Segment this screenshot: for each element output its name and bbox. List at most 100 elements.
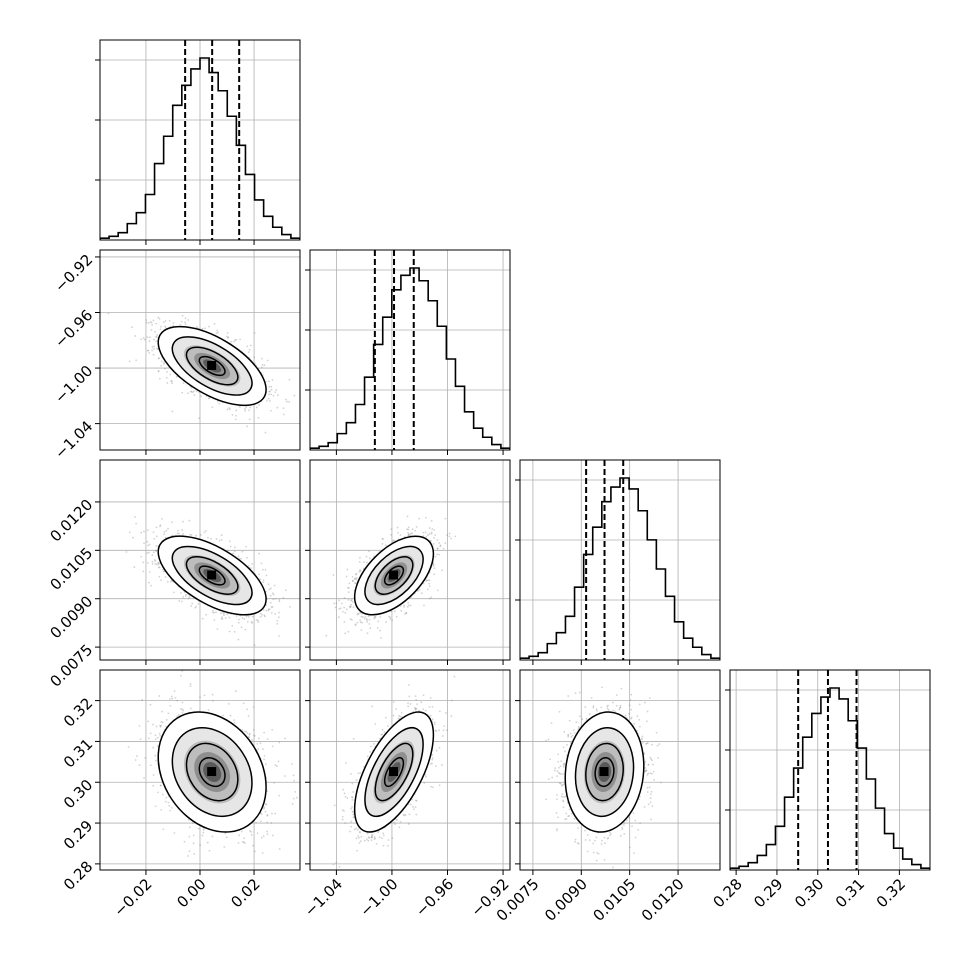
scatter-point (188, 835, 191, 838)
scatter-point (243, 618, 246, 620)
scatter-point (266, 814, 269, 817)
scatter-point (235, 409, 238, 412)
scatter-point (250, 567, 253, 570)
scatter-point (607, 836, 610, 839)
scatter-point (165, 529, 168, 532)
scatter-point (341, 818, 344, 821)
scatter-point (350, 820, 353, 823)
x-tick-label: 0.0090 (541, 875, 591, 925)
scatter-point (149, 703, 152, 706)
histogram-step (520, 477, 720, 660)
scatter-point (162, 321, 165, 324)
scatter-point (407, 705, 410, 708)
scatter-point (431, 757, 434, 759)
scatter-point (292, 774, 295, 777)
scatter-point (586, 833, 589, 836)
scatter-point (391, 837, 394, 840)
scatter-point (438, 746, 441, 749)
scatter-point (342, 788, 345, 791)
scatter-point (141, 698, 143, 701)
scatter-point (595, 836, 598, 839)
contour-line (185, 742, 239, 802)
scatter-point (182, 382, 185, 384)
scatter-point (560, 760, 563, 763)
scatter-point (229, 545, 232, 548)
scatter-point (230, 340, 233, 343)
scatter-point (157, 563, 160, 566)
scatter-point (237, 555, 240, 558)
scatter-point (244, 409, 246, 412)
scatter-point (359, 771, 362, 774)
scatter-point (444, 517, 447, 520)
scatter-point (366, 632, 369, 635)
scatter-point (160, 720, 163, 723)
scatter-point (403, 814, 406, 817)
scatter-point (258, 552, 260, 555)
scatter-point (619, 706, 622, 709)
scatter-point (216, 329, 219, 332)
scatter-point (382, 538, 385, 540)
scatter-point (258, 403, 261, 406)
scatter-point (405, 611, 407, 614)
scatter-point (345, 575, 348, 578)
scatter-point (200, 395, 202, 398)
scatter-point (288, 378, 291, 381)
scatter-point (574, 840, 576, 843)
scatter-point (429, 762, 432, 765)
scatter-point (150, 321, 153, 324)
scatter-point (289, 605, 291, 608)
scatter-point (573, 817, 576, 820)
scatter-point (652, 770, 655, 773)
scatter-point (391, 619, 394, 622)
scatter-point (341, 815, 344, 818)
scatter-point (354, 624, 357, 627)
scatter-point (154, 734, 157, 737)
scatter-point (261, 366, 263, 369)
scatter-point (395, 615, 398, 618)
histogram-step (310, 267, 510, 450)
scatter-point (639, 822, 642, 825)
scatter-point (148, 543, 151, 546)
scatter-point (392, 714, 395, 717)
scatter-point (155, 340, 158, 343)
scatter-point (444, 542, 447, 544)
scatter-point (275, 765, 278, 768)
scatter-point (147, 720, 150, 723)
panel-2-1 (305, 459, 511, 665)
scatter-point (211, 693, 214, 696)
scatter-point (584, 706, 587, 708)
scatter-point (356, 849, 359, 852)
x-tick-label: −0.02 (110, 875, 155, 920)
scatter-point (381, 542, 384, 545)
scatter-point (247, 615, 250, 618)
scatter-point (266, 790, 269, 792)
scatter-point (239, 406, 241, 408)
scatter-point (409, 604, 412, 607)
scatter-point (414, 708, 417, 711)
contour-line (198, 757, 226, 788)
scatter-point (134, 759, 137, 761)
scatter-point (187, 597, 190, 600)
scatter-point (373, 835, 376, 838)
scatter-point (208, 849, 211, 852)
scatter-point (343, 621, 346, 623)
scatter-point (184, 323, 187, 326)
scatter-point (620, 687, 623, 690)
scatter-point (278, 848, 281, 850)
scatter-point (241, 550, 244, 553)
scatter-point (173, 832, 176, 834)
scatter-point (171, 697, 174, 700)
scatter-point (233, 550, 236, 553)
scatter-point (253, 356, 256, 359)
scatter-point (163, 361, 165, 364)
scatter-point (188, 519, 191, 522)
scatter-point (237, 621, 240, 624)
scatter-point (190, 707, 192, 710)
scatter-point (368, 550, 370, 553)
scatter-point (407, 526, 410, 529)
contour-line (198, 565, 226, 586)
scatter-point (407, 702, 409, 705)
scatter-point (260, 813, 263, 815)
scatter-point (390, 533, 393, 536)
panel-frame (519, 459, 721, 661)
